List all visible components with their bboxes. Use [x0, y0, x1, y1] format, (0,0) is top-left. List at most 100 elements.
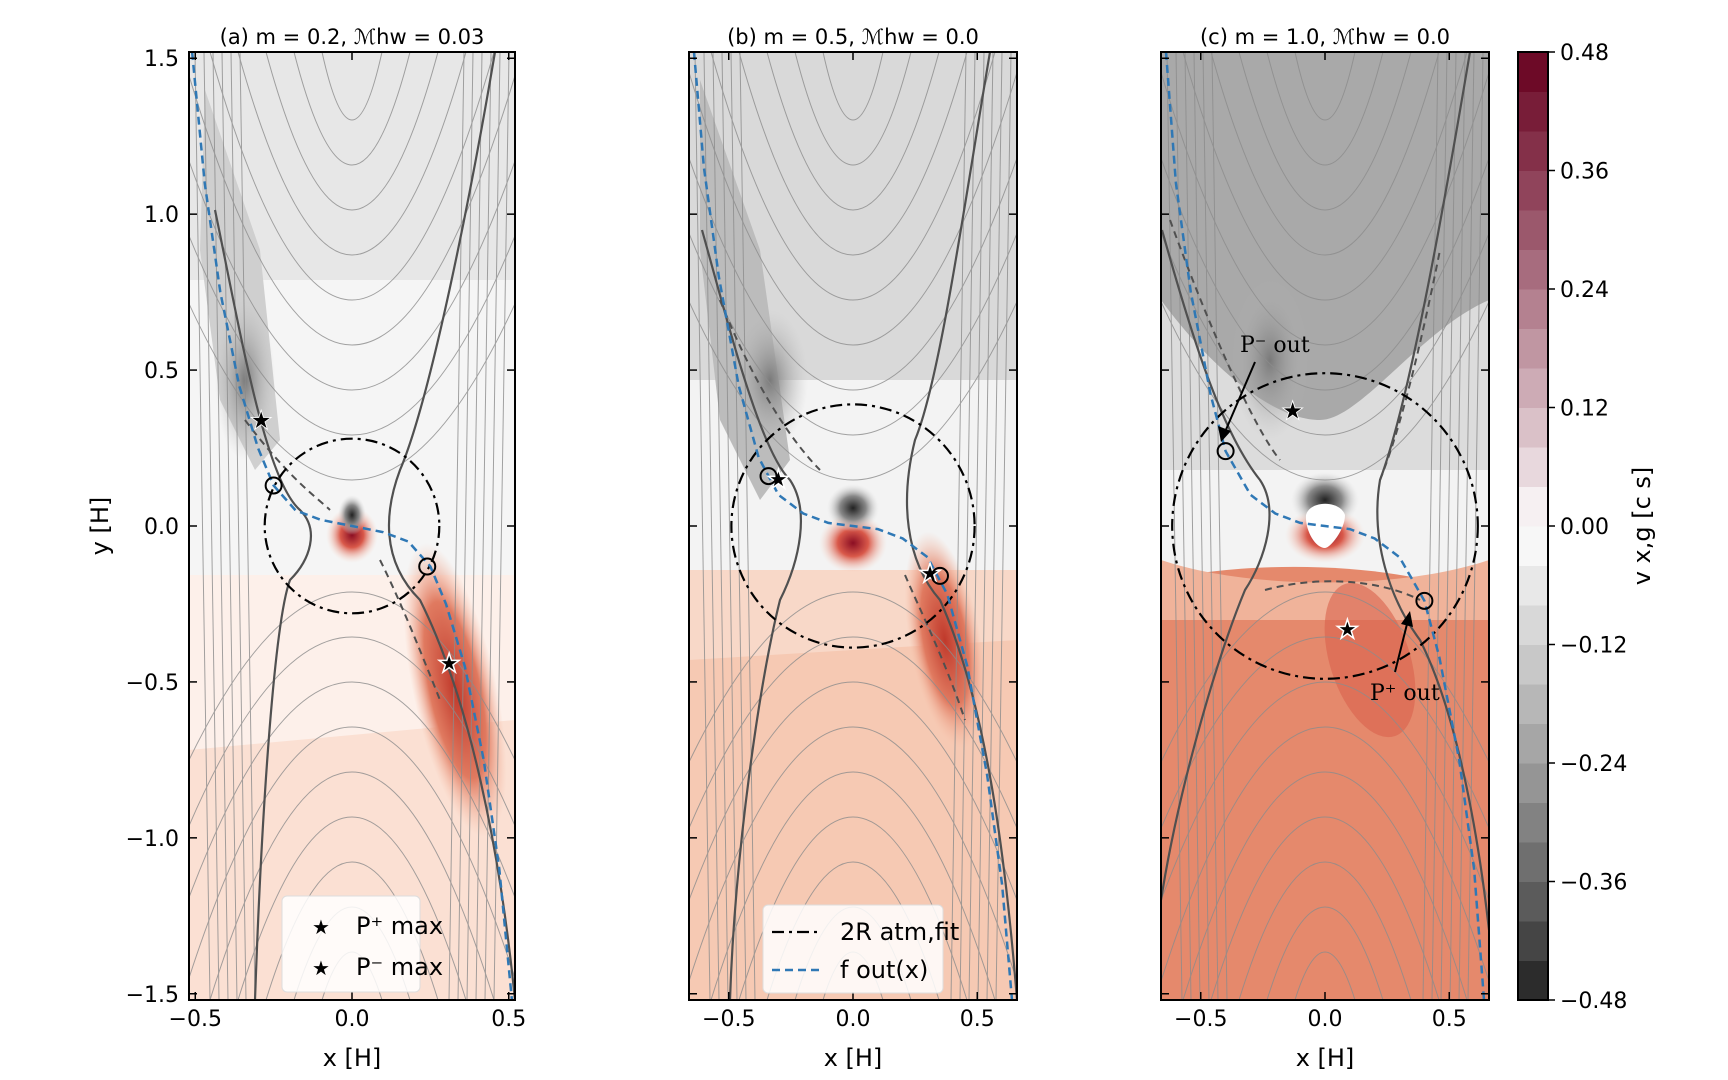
panel-c-markers: ★★	[1216, 396, 1434, 646]
annotation-pout-plus: P⁺ out	[1370, 681, 1440, 706]
ytick-label: 0.5	[144, 359, 179, 384]
streamline-side	[212, 52, 229, 1000]
colorbar-tick-label: −0.48	[1560, 989, 1627, 1014]
colorbar-tick-label: −0.36	[1560, 871, 1627, 896]
streamline-side	[950, 52, 967, 1000]
panel-a-markers: ★★	[249, 406, 462, 680]
streamline-lower	[1294, 951, 1356, 1000]
streamline-upper	[189, 159, 515, 391]
panel-b-xlabel: x [H]	[824, 1044, 883, 1072]
panel-a-field: ★★	[189, 52, 515, 1000]
streamline-upper	[689, 156, 1017, 391]
legend-b-label-1: 2R atm,fit	[840, 918, 959, 946]
streamline-side	[995, 52, 1012, 1000]
streamline-lower	[209, 771, 495, 1000]
colorbar-band	[1518, 921, 1548, 961]
streamline-upper	[689, 70, 1017, 346]
streamline-lower	[1238, 861, 1412, 1000]
xtick-label: 0.0	[335, 1007, 370, 1032]
streamline-lower	[689, 726, 1017, 983]
streamline-side	[1184, 52, 1201, 1000]
streamline-side	[1449, 52, 1466, 1000]
streamline-upper	[237, 52, 467, 256]
panel-c-annotations: P⁻ out P⁺ out	[1218, 333, 1440, 706]
panel-a-xticks: −0.5 0.0 0.5	[169, 52, 526, 1032]
streamline-lower	[189, 591, 515, 762]
streamline-side	[1166, 52, 1183, 1000]
annotation-pout-minus-arrowhead-icon	[1218, 426, 1231, 442]
panel-c-fout-line	[1164, 52, 1486, 1000]
streamline-upper	[738, 52, 968, 256]
panel-a-fout-line	[190, 52, 514, 1000]
ytick-label: −0.5	[126, 671, 179, 696]
streamline-side	[484, 52, 501, 1000]
panel-b-markers: ★★	[759, 464, 949, 590]
streamline-upper	[710, 52, 996, 301]
pout-marker	[1415, 591, 1434, 610]
panel-c-dashed-boundary	[1169, 219, 1441, 601]
streamline-upper	[822, 52, 884, 121]
streamline-side	[457, 52, 474, 1000]
streamline-lower	[689, 636, 1017, 830]
panel-b-fout-line	[692, 52, 1014, 1000]
panel-b-title: (b) m = 0.5, ℳhw = 0.0	[727, 25, 979, 49]
streamline-side	[1440, 52, 1457, 1000]
panel-c-separatrices	[1161, 52, 1489, 931]
panel-a-atmosphere-circle	[263, 437, 441, 615]
panel-b-legend: 2R atm,fit f out(x)	[762, 904, 959, 994]
colorbar-tick-label: 0.36	[1560, 160, 1609, 185]
streamline-upper	[1182, 52, 1468, 301]
streamline-upper	[265, 52, 439, 211]
ytick-label: 1.5	[144, 47, 179, 72]
streamline-lower	[1161, 591, 1489, 764]
legend-a-label-1: P⁺ max	[356, 912, 443, 940]
panel-c-grey-streak	[1232, 280, 1308, 440]
streamline-side	[721, 52, 738, 1000]
xtick-label: 0.0	[1308, 1007, 1343, 1032]
colorbar-ticks: 0.48 0.36 0.24 0.12 0.00 −0.12 −0.24 −0.36 −0.48	[1548, 41, 1627, 1014]
colorbar-tick-label: 0.12	[1560, 397, 1609, 422]
streamline-lower	[1161, 681, 1489, 902]
streamline-upper	[1266, 52, 1384, 166]
streamline-side	[712, 52, 729, 1000]
panel-a-ylabel: y [H]	[86, 497, 114, 556]
panel-c-atmosphere-circle	[1171, 372, 1479, 680]
colorbar-band	[1518, 447, 1548, 487]
streamline-lower	[1161, 726, 1489, 983]
panel-a-streamlines	[189, 52, 515, 1000]
colorbar-band	[1518, 368, 1548, 408]
streamline-side	[977, 52, 994, 1000]
colorbar-band	[1518, 131, 1548, 171]
colorbar-band	[1518, 328, 1548, 369]
pmax-minus-star-icon: ★	[249, 406, 272, 436]
colorbar-band	[1518, 605, 1548, 645]
streamline-upper	[1161, 300, 1489, 481]
panel-b-dashed-boundary	[719, 299, 966, 721]
streamline-lower	[710, 771, 996, 1000]
streamline-upper	[293, 52, 411, 166]
colorbar-band	[1518, 526, 1548, 566]
colorbar-band	[1518, 486, 1548, 527]
colorbar-band	[1518, 842, 1548, 882]
streamline-side	[493, 52, 510, 1000]
streamline-lower	[189, 726, 515, 980]
colorbar-bands	[1518, 52, 1548, 1001]
panel-b: ★★ (b) m = 0.5, ℳhw = 0.0 −0.5 0.0 0.5 x […	[688, 25, 1018, 1072]
xtick-label: −0.5	[169, 1007, 222, 1032]
xtick-label: −0.5	[1174, 1007, 1227, 1032]
panel-b-yticks	[689, 57, 1017, 995]
streamline-side	[703, 52, 720, 1000]
pout-marker	[930, 566, 949, 585]
pmax-plus-star-icon: ★	[918, 559, 941, 589]
streamline-upper	[321, 52, 383, 121]
streamline-lower	[189, 636, 515, 828]
panel-c-xticks: −0.5 0.0 0.5	[1174, 52, 1467, 1032]
panel-a-grey-core	[338, 495, 366, 535]
streamline-side	[1422, 52, 1439, 1000]
xtick-label: 0.5	[491, 1007, 526, 1032]
panel-b-field: ★★	[689, 52, 1017, 1000]
panel-c: ★★ (c) m = 1.0, ℳhw = 0.0 −0.5 0.0 0.5 x […	[1160, 25, 1490, 1072]
panel-b-atmosphere-circle	[730, 403, 976, 649]
legend-a-label-2: P⁻ max	[356, 953, 443, 981]
